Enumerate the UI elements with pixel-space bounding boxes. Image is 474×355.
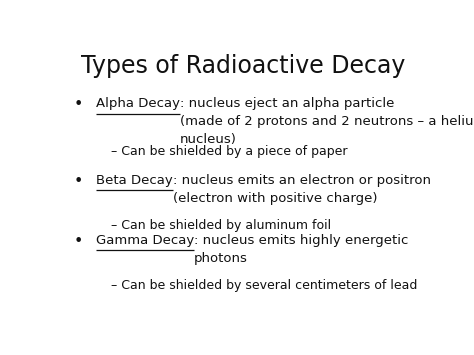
Text: – Can be shielded by a piece of paper: – Can be shielded by a piece of paper <box>110 145 347 158</box>
Text: •: • <box>74 174 83 189</box>
Text: – Can be shielded by several centimeters of lead: – Can be shielded by several centimeters… <box>110 279 417 292</box>
Text: •: • <box>74 234 83 249</box>
Text: : nucleus emits highly energetic
photons: : nucleus emits highly energetic photons <box>194 234 409 265</box>
Text: – Can be shielded by aluminum foil: – Can be shielded by aluminum foil <box>110 219 331 232</box>
Text: : nucleus emits an electron or positron
(electron with positive charge): : nucleus emits an electron or positron … <box>173 174 431 205</box>
Text: Types of Radioactive Decay: Types of Radioactive Decay <box>81 54 405 77</box>
Text: •: • <box>74 97 83 112</box>
Text: Alpha Decay: Alpha Decay <box>96 97 180 110</box>
Text: : nucleus eject an alpha particle
(made of 2 protons and 2 neutrons – a helium
n: : nucleus eject an alpha particle (made … <box>180 97 474 146</box>
Text: Beta Decay: Beta Decay <box>96 174 173 187</box>
Text: Gamma Decay: Gamma Decay <box>96 234 194 247</box>
